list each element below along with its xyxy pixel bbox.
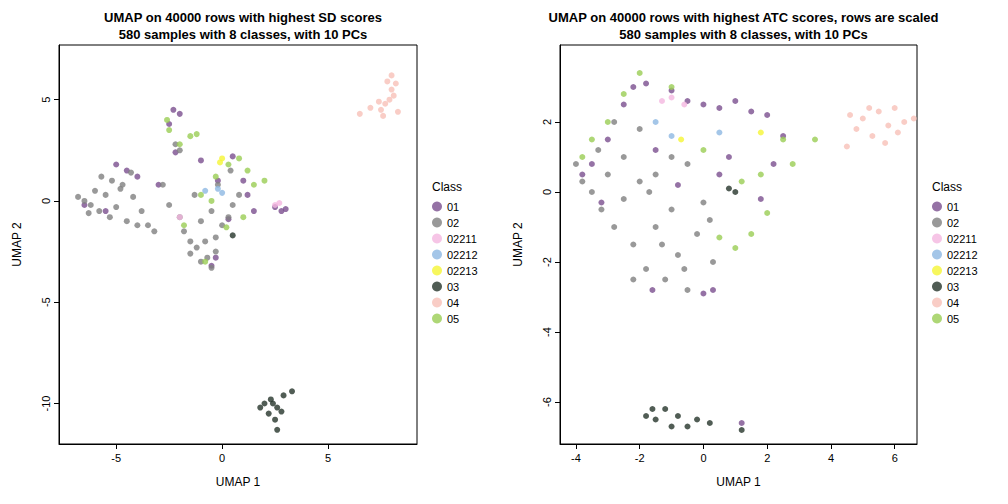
svg-text:0: 0: [700, 452, 706, 464]
svg-text:2: 2: [541, 119, 553, 125]
svg-text:580 samples with 8 classes, wi: 580 samples with 8 classes, with 10 PCs: [119, 27, 368, 42]
svg-text:UMAP 2: UMAP 2: [511, 222, 525, 267]
svg-text:04: 04: [947, 297, 959, 309]
svg-text:02211: 02211: [947, 233, 977, 245]
svg-text:-6: -6: [541, 397, 553, 407]
svg-text:UMAP on 40000 rows with highes: UMAP on 40000 rows with highest ATC scor…: [549, 10, 939, 25]
svg-text:UMAP 1: UMAP 1: [216, 475, 261, 489]
svg-text:02: 02: [947, 217, 959, 229]
svg-text:UMAP 2: UMAP 2: [10, 222, 24, 267]
svg-text:03: 03: [947, 281, 959, 293]
svg-text:04: 04: [447, 297, 459, 309]
svg-text:-4: -4: [571, 452, 581, 464]
svg-text:05: 05: [947, 313, 959, 325]
svg-text:-5: -5: [40, 297, 52, 307]
svg-text:UMAP 1: UMAP 1: [716, 475, 761, 489]
svg-text:02212: 02212: [447, 249, 478, 261]
svg-text:03: 03: [447, 281, 459, 293]
svg-text:02211: 02211: [447, 233, 477, 245]
svg-text:02213: 02213: [947, 265, 978, 277]
svg-text:Class: Class: [432, 180, 462, 194]
svg-text:UMAP on 40000 rows with highes: UMAP on 40000 rows with highest SD score…: [104, 10, 382, 25]
svg-text:Class: Class: [932, 180, 962, 194]
svg-text:-2: -2: [635, 452, 645, 464]
svg-text:02213: 02213: [447, 265, 478, 277]
svg-text:02212: 02212: [947, 249, 978, 261]
svg-text:5: 5: [325, 452, 331, 464]
svg-text:580 samples with 8 classes, wi: 580 samples with 8 classes, with 10 PCs: [619, 27, 868, 42]
svg-text:4: 4: [828, 452, 834, 464]
svg-text:0: 0: [219, 452, 225, 464]
svg-text:05: 05: [447, 313, 459, 325]
svg-text:02: 02: [447, 217, 459, 229]
svg-text:-5: -5: [111, 452, 121, 464]
svg-text:-4: -4: [541, 327, 553, 337]
svg-text:01: 01: [947, 201, 959, 213]
svg-text:0: 0: [541, 189, 553, 195]
svg-text:0: 0: [40, 198, 52, 204]
svg-text:5: 5: [40, 97, 52, 103]
svg-text:01: 01: [447, 201, 459, 213]
svg-text:6: 6: [892, 452, 898, 464]
svg-text:2: 2: [764, 452, 770, 464]
svg-text:-10: -10: [40, 396, 52, 412]
svg-text:-2: -2: [541, 257, 553, 267]
